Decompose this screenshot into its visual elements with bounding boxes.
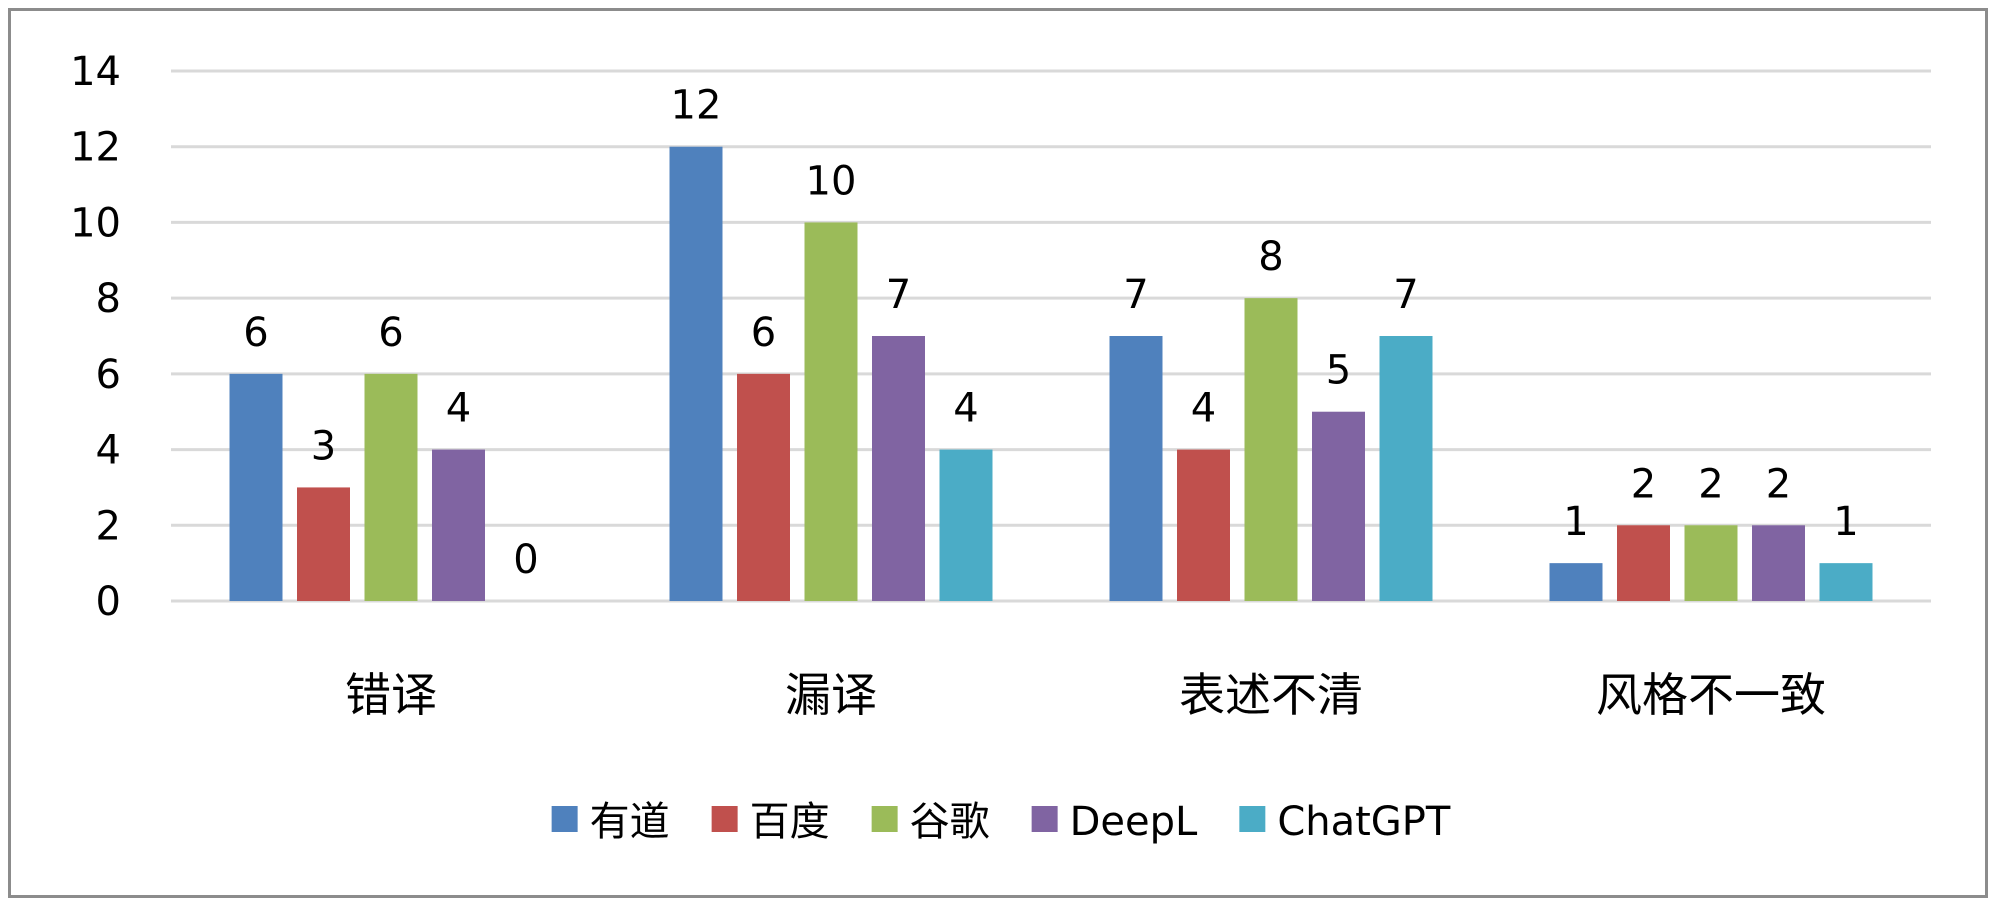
data-label: 4 [1191,386,1216,432]
data-label: 6 [751,310,776,356]
x-category-label: 错译 [345,668,437,722]
bar-1-2 [297,487,350,601]
bar-4-3 [1684,525,1738,601]
legend-label: 谷歌 [910,799,990,845]
x-axis-categories: 错译 漏译 表述不清 风格不一致 [345,668,1826,722]
y-tick-label: 2 [96,503,121,549]
legend-swatch [1031,806,1058,832]
legend-label: ChatGPT [1277,799,1451,845]
data-label: 4 [953,386,978,432]
bar-3-4 [1312,411,1365,601]
data-label: 6 [378,310,403,356]
bar-3-3 [1244,298,1298,601]
bar-4-1 [1549,563,1603,601]
data-label: 6 [243,310,268,356]
bar-2-5 [939,449,993,601]
legend-item: DeepL [1031,799,1198,845]
bar-1-1 [229,373,283,601]
legend-item: 有道 [551,799,670,845]
data-label: 0 [513,537,538,583]
x-category-label: 风格不一致 [1596,668,1826,722]
data-label: 10 [806,158,857,204]
bar-1-3 [364,373,418,601]
y-tick-label: 12 [70,125,121,171]
data-label: 2 [1766,461,1791,507]
legend-label: 百度 [750,799,830,845]
bar-4-4 [1752,525,1805,601]
data-label: 4 [446,386,471,432]
legend-item: 谷歌 [871,799,990,845]
bar-3-1 [1109,336,1163,601]
y-axis-ticks: 0 2 4 6 8 10 12 14 [70,49,121,625]
data-label: 12 [671,83,722,129]
legend-swatch [1239,806,1266,832]
data-label: 2 [1698,461,1723,507]
legend-item: 百度 [711,799,830,845]
bar-chart: 02468101214 6364012610747485712 2 21 错译 漏译表… [70,49,1931,845]
bar-2-4 [872,336,925,601]
data-label: 5 [1326,348,1351,394]
chart-frame: 0 2 4 6 8 10 12 14 6 3 6 4 0 12 6 10 7 4 7 4 8 5 7 1 2 2 2 1 错译 漏译表… [8,8,1988,898]
data-label: 2 [1631,461,1656,507]
data-label: 8 [1258,234,1283,280]
bar-2-2 [737,373,790,601]
y-tick-label: 6 [96,352,121,398]
y-tick-label: 8 [96,276,121,322]
data-label: 3 [311,423,336,469]
bar-2-3 [804,222,858,601]
legend: 有道 百度 谷歌 DeepL ChatGPT [551,799,1451,845]
bar-2-1 [669,146,723,601]
bar-1-4 [432,449,485,601]
legend-label: 有道 [590,799,670,845]
bar-3-2 [1177,449,1230,601]
legend-swatch [551,806,578,832]
bars [229,146,1873,601]
x-category-label: 漏译 [785,668,877,722]
y-tick-label: 0 [96,579,121,625]
data-label: 1 [1563,499,1588,545]
data-label: 7 [1123,272,1148,318]
legend-item: ChatGPT [1239,799,1451,845]
data-label: 7 [1393,272,1418,318]
data-label: 1 [1833,499,1858,545]
y-tick-label: 14 [70,49,121,95]
bar-4-2 [1617,525,1670,601]
y-tick-label: 4 [96,428,121,474]
data-label: 7 [886,272,911,318]
x-category-label: 表述不清 [1179,668,1363,722]
legend-swatch [871,806,898,832]
legend-label: DeepL [1070,799,1198,845]
y-tick-label: 10 [70,200,121,246]
bar-4-5 [1819,563,1873,601]
bar-3-5 [1379,336,1433,601]
legend-swatch [711,806,738,832]
